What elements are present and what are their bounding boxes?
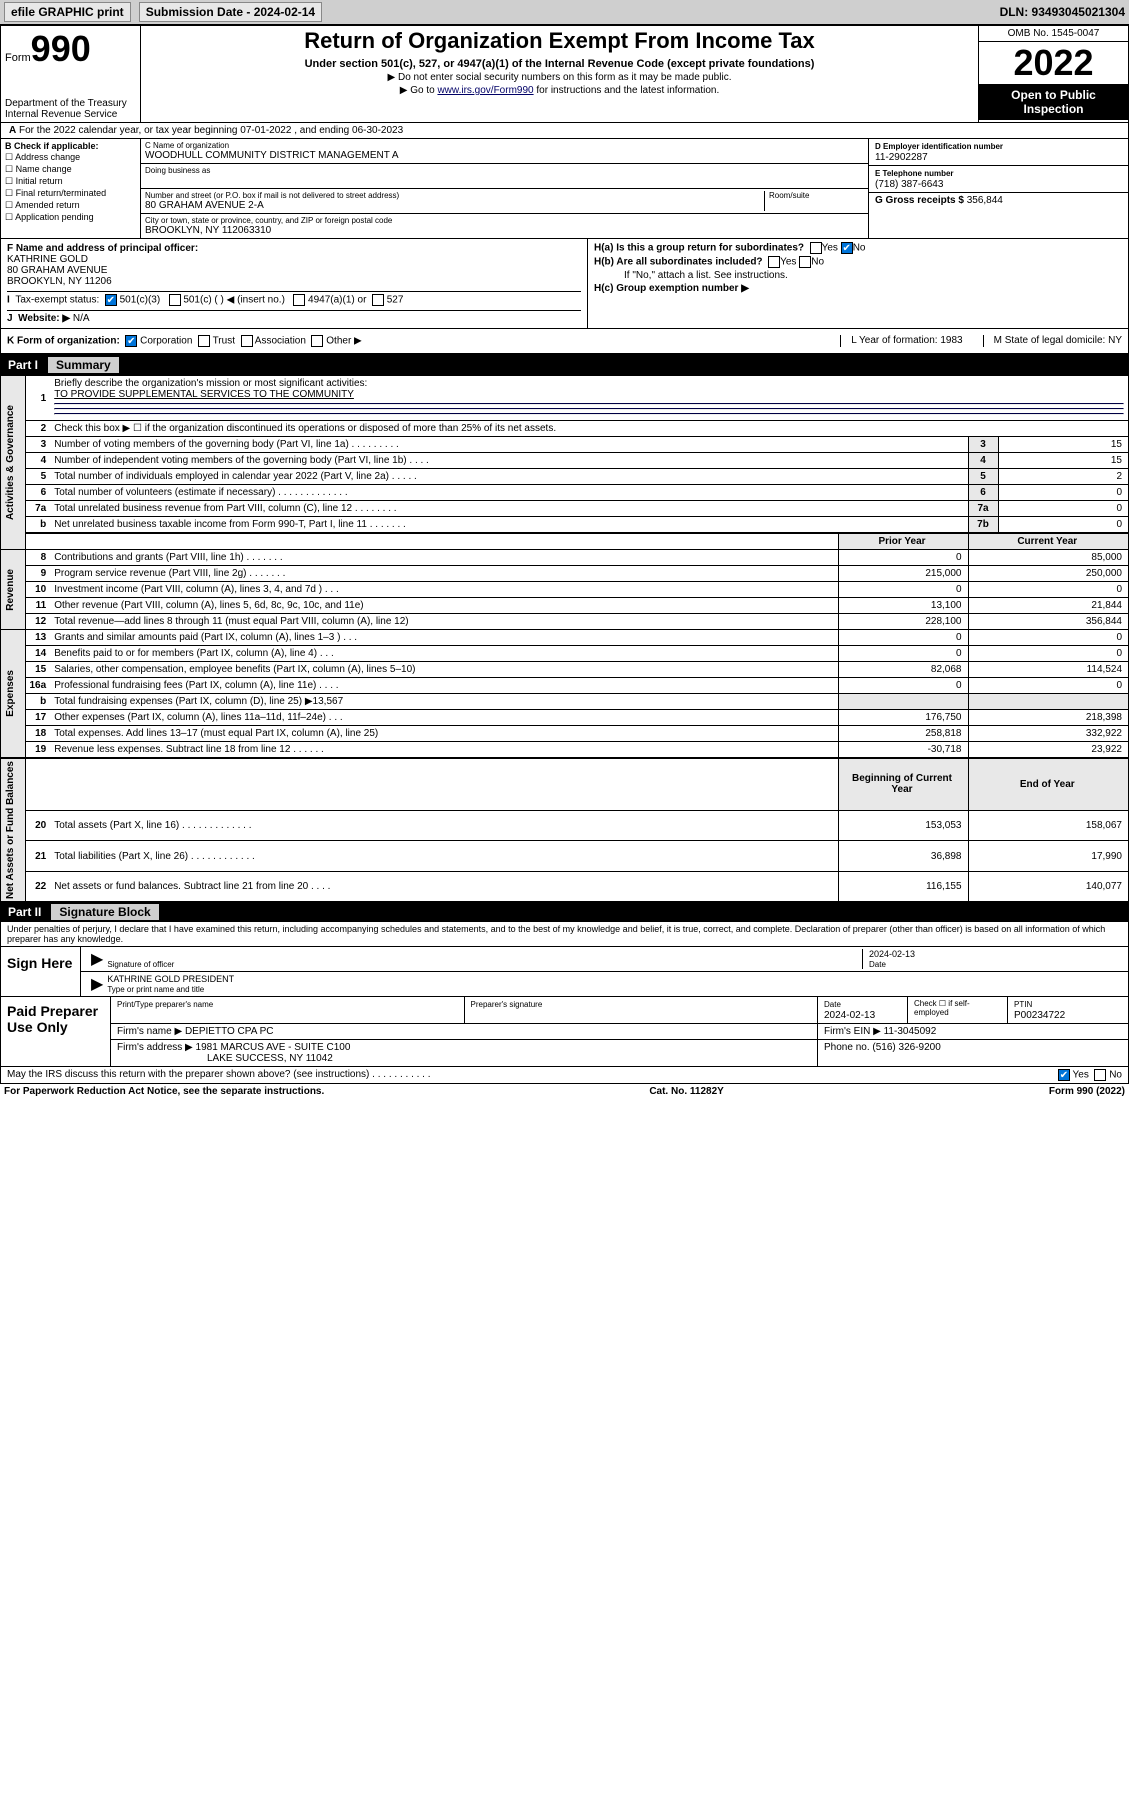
row-k: K Form of organization: ✔ Corporation Tr… — [0, 329, 1129, 355]
cb-corp[interactable]: ✔ — [125, 335, 137, 347]
year-text: 2022 — [979, 42, 1128, 84]
form-header: Form990 Department of the Treasury Inter… — [0, 24, 1129, 123]
col-b: B Check if applicable: ☐ Address change … — [1, 139, 141, 238]
cb-4947[interactable] — [293, 294, 305, 306]
hb-yes[interactable] — [768, 256, 780, 268]
ein: 11-2902287 — [875, 152, 928, 163]
firm-phone: (516) 326-9200 — [872, 1042, 940, 1053]
cb-initial[interactable]: ☐ Initial return — [5, 176, 136, 187]
col-de: D Employer identification number11-29022… — [868, 139, 1128, 238]
org-name: WOODHULL COMMUNITY DISTRICT MANAGEMENT A — [145, 150, 399, 161]
part1-body: Activities & Governance 1 Briefly descri… — [0, 375, 1129, 902]
submission-button[interactable]: Submission Date - 2024-02-14 — [139, 2, 322, 22]
cb-assoc[interactable] — [241, 335, 253, 347]
note-link: ▶ Go to www.irs.gov/Form990 for instruct… — [147, 85, 972, 96]
col-h: H(a) Is this a group return for subordin… — [588, 239, 1128, 328]
block-bcdefg: B Check if applicable: ☐ Address change … — [0, 139, 1129, 239]
header-middle: Return of Organization Exempt From Incom… — [141, 26, 978, 122]
mission-text: TO PROVIDE SUPPLEMENTAL SERVICES TO THE … — [54, 389, 354, 400]
cb-trust[interactable] — [198, 335, 210, 347]
form-title: Return of Organization Exempt From Incom… — [147, 28, 972, 54]
preparer-block: Paid Preparer Use Only Print/Type prepar… — [0, 997, 1129, 1084]
ha-no[interactable]: ✔ — [841, 242, 853, 254]
cb-501c[interactable] — [169, 294, 181, 306]
officer-name: KATHRINE GOLD — [7, 254, 88, 265]
dln-text: DLN: 93493045021304 — [1000, 5, 1125, 19]
footer: For Paperwork Reduction Act Notice, see … — [0, 1084, 1129, 1099]
header-right: OMB No. 1545-0047 2022 Open to Public In… — [978, 26, 1128, 122]
form-number: 990 — [31, 28, 91, 69]
domicile: M State of legal domicile: NY — [983, 335, 1122, 347]
cb-final[interactable]: ☐ Final return/terminated — [5, 188, 136, 199]
signature-block: Under penalties of perjury, I declare th… — [0, 922, 1129, 997]
cb-501c3[interactable]: ✔ — [105, 294, 117, 306]
cb-pending[interactable]: ☐ Application pending — [5, 212, 136, 223]
form-subtitle: Under section 501(c), 527, or 4947(a)(1)… — [147, 58, 972, 70]
hb-no[interactable] — [799, 256, 811, 268]
cb-name[interactable]: ☐ Name change — [5, 164, 136, 175]
part2-header: Part II Signature Block — [0, 902, 1129, 922]
sig-date: 2024-02-13 — [869, 949, 915, 959]
omb-text: OMB No. 1545-0047 — [979, 26, 1128, 42]
open-inspection: Open to Public Inspection — [979, 84, 1128, 120]
cb-address[interactable]: ☐ Address change — [5, 152, 136, 163]
phone: (718) 387-6643 — [875, 179, 943, 190]
officer-name-title: KATHRINE GOLD PRESIDENT — [107, 974, 234, 984]
efile-button[interactable]: efile GRAPHIC print — [4, 2, 131, 22]
year-formation: L Year of formation: 1983 — [840, 335, 962, 347]
org-city: BROOKLYN, NY 112063310 — [145, 225, 271, 236]
firm-name: DEPIETTO CPA PC — [185, 1026, 274, 1037]
firm-ein: 11-3045092 — [884, 1026, 937, 1037]
form-label: Form — [5, 52, 31, 64]
col-c: C Name of organizationWOODHULL COMMUNITY… — [141, 139, 868, 238]
paid-preparer-label: Paid Preparer Use Only — [1, 997, 111, 1066]
part1-header: Part I Summary — [0, 355, 1129, 375]
top-bar: efile GRAPHIC print Submission Date - 20… — [0, 0, 1129, 24]
org-addr: 80 GRAHAM AVENUE 2-A — [145, 200, 264, 211]
note-ssn: ▶ Do not enter social security numbers o… — [147, 72, 972, 83]
discuss-no[interactable] — [1094, 1069, 1106, 1081]
gross-receipts: 356,844 — [967, 195, 1003, 206]
cb-amended[interactable]: ☐ Amended return — [5, 200, 136, 211]
cb-other[interactable] — [311, 335, 323, 347]
row-fh: F Name and address of principal officer:… — [0, 239, 1129, 329]
ptin: P00234722 — [1014, 1010, 1065, 1021]
sign-here-label: Sign Here — [1, 947, 81, 996]
header-left: Form990 Department of the Treasury Inter… — [1, 26, 141, 122]
col-f: F Name and address of principal officer:… — [1, 239, 588, 328]
discuss-yes[interactable]: ✔ — [1058, 1069, 1070, 1081]
website: N/A — [73, 313, 90, 324]
irs-link[interactable]: www.irs.gov/Form990 — [437, 85, 533, 96]
row-a: A For the 2022 calendar year, or tax yea… — [0, 123, 1129, 139]
ha-yes[interactable] — [810, 242, 822, 254]
dept-text: Department of the Treasury Internal Reve… — [5, 98, 136, 120]
summary-table: Activities & Governance 1 Briefly descri… — [1, 375, 1128, 901]
cb-527[interactable] — [372, 294, 384, 306]
